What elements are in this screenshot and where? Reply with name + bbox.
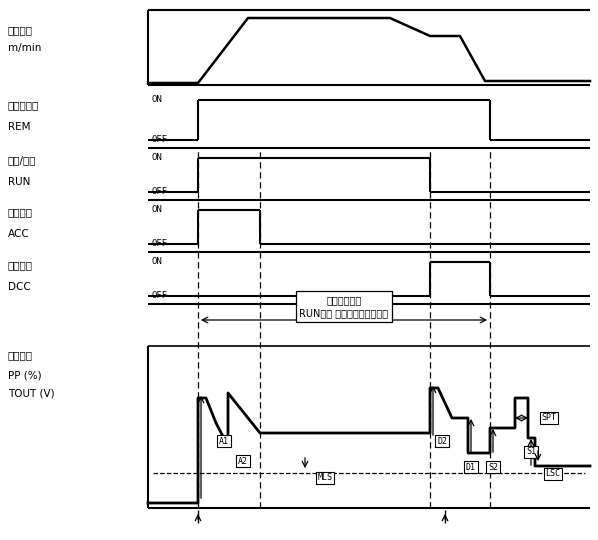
Text: ON: ON (152, 96, 163, 105)
Text: OFF: OFF (152, 240, 168, 248)
Text: ACC: ACC (8, 229, 30, 239)
Text: RUN: RUN (8, 177, 30, 187)
Text: S2: S2 (488, 462, 498, 471)
Text: TOUT (V): TOUT (V) (8, 388, 54, 398)
Text: ON: ON (152, 153, 163, 163)
Text: A1: A1 (219, 436, 229, 446)
Text: OFF: OFF (152, 187, 168, 197)
Text: A2: A2 (238, 456, 248, 465)
Text: 제어출력: 제어출력 (8, 350, 33, 360)
Text: D2: D2 (437, 436, 447, 446)
Text: 감속게인: 감속게인 (8, 260, 33, 270)
Text: 권경연산실행
RUN부터 스톱타이머종료까지: 권경연산실행 RUN부터 스톱타이머종료까지 (300, 295, 389, 318)
Text: SPT: SPT (542, 414, 557, 422)
Text: DCC: DCC (8, 282, 30, 292)
Text: OFF: OFF (152, 292, 168, 300)
Text: 가속게인: 가속게인 (8, 207, 33, 217)
Text: ON: ON (152, 206, 163, 214)
Text: OFF: OFF (152, 136, 168, 145)
Text: 출력리모트: 출력리모트 (8, 100, 39, 110)
Text: 운전/정지: 운전/정지 (8, 155, 36, 165)
Text: 운전속도: 운전속도 (8, 25, 33, 35)
Text: LSC: LSC (545, 469, 560, 478)
Text: m/min: m/min (8, 43, 41, 53)
Text: S1: S1 (526, 448, 536, 456)
Text: D1: D1 (466, 462, 476, 471)
Text: MLS: MLS (318, 474, 332, 483)
Text: PP (%): PP (%) (8, 370, 42, 380)
Text: ON: ON (152, 258, 163, 267)
Text: REM: REM (8, 122, 30, 132)
